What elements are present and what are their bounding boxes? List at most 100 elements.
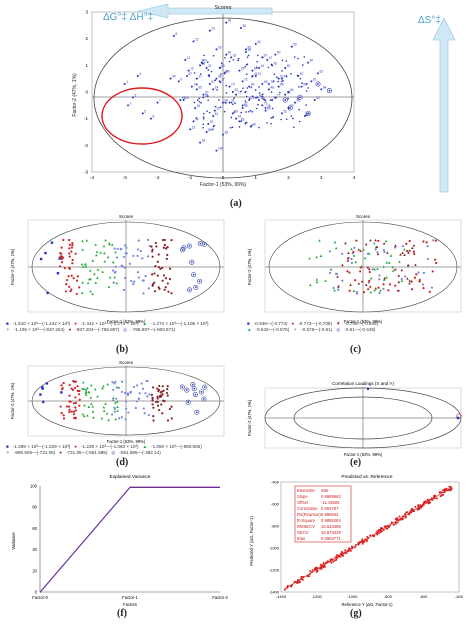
score-point xyxy=(386,251,389,254)
score-point xyxy=(365,283,368,286)
prediction-point xyxy=(396,521,399,524)
score-point xyxy=(110,243,114,246)
score-point xyxy=(196,83,198,86)
panel-b-ylabel: Factor-2 (47%, 1%) xyxy=(10,248,15,285)
score-point xyxy=(156,404,160,407)
score-point xyxy=(333,240,337,244)
panel-d-scores: Scores Factor-1 (53%, 99%) Factor-2 (47%… xyxy=(0,358,237,468)
score-point xyxy=(71,244,74,247)
score-point xyxy=(397,289,400,292)
score-point xyxy=(141,257,144,260)
prediction-point xyxy=(435,497,438,500)
score-point xyxy=(159,267,162,271)
y-tick-label: 100 xyxy=(30,484,38,489)
prediction-point xyxy=(350,545,353,548)
stat-name: R-Square xyxy=(297,518,316,523)
score-point xyxy=(235,93,238,96)
prediction-point xyxy=(369,534,372,537)
score-point xyxy=(172,35,175,37)
score-point xyxy=(91,292,94,296)
score-point xyxy=(280,80,283,83)
score-point xyxy=(350,247,353,251)
score-point xyxy=(195,117,198,119)
score-point xyxy=(382,278,386,281)
score-point-label: 77 xyxy=(277,93,281,97)
panel-f-axes: 0 20 40 60 80 100 Factor-0 Factor-1 Factor-2 xyxy=(30,484,228,601)
score-point xyxy=(397,274,401,277)
prediction-point xyxy=(372,535,375,538)
score-point xyxy=(169,77,172,80)
score-point xyxy=(76,275,79,278)
panel-g-predicted-vs-reference: Predicted vs. Reference Reference Y (ΔG,… xyxy=(237,468,474,624)
score-point xyxy=(224,57,226,59)
panel-d-plot: Scores Factor-1 (53%, 99%) Factor-2 (47%… xyxy=(10,360,225,444)
score-point xyxy=(306,83,308,85)
score-point xyxy=(220,73,222,75)
score-point xyxy=(376,267,379,270)
score-point xyxy=(84,265,88,268)
score-point xyxy=(244,48,247,51)
prediction-point xyxy=(445,487,448,490)
score-point xyxy=(406,277,409,280)
x-tick-label: 3 xyxy=(320,175,323,180)
score-point xyxy=(156,260,159,263)
score-point xyxy=(181,249,184,251)
score-point-label: 66 xyxy=(205,93,209,97)
score-point xyxy=(406,263,410,267)
score-point xyxy=(254,97,257,99)
score-point xyxy=(138,392,141,395)
score-point xyxy=(127,104,130,107)
score-point xyxy=(422,287,425,290)
score-point-label: 32 xyxy=(233,53,237,57)
score-point xyxy=(315,278,319,281)
prediction-point xyxy=(433,496,436,499)
score-point xyxy=(151,399,154,402)
score-point-label: 61 xyxy=(313,77,317,81)
score-point xyxy=(329,267,333,271)
score-point-label: 57 xyxy=(300,72,304,76)
score-point xyxy=(213,109,216,112)
score-point-label: 76 xyxy=(270,80,274,84)
score-point xyxy=(120,416,123,419)
score-point xyxy=(261,95,264,98)
score-point xyxy=(104,238,107,242)
score-point-label: 43 xyxy=(259,93,263,97)
score-point-label: 68 xyxy=(218,75,222,79)
score-point xyxy=(95,253,98,257)
prediction-point xyxy=(360,540,363,543)
score-point xyxy=(378,278,381,281)
score-point xyxy=(225,102,227,104)
score-point xyxy=(282,79,284,82)
score-point-label: 97 xyxy=(264,53,268,57)
x-tick-label: 1 xyxy=(254,175,257,180)
score-point xyxy=(371,268,374,271)
prediction-point xyxy=(428,501,431,504)
score-point xyxy=(272,115,275,118)
score-point xyxy=(150,245,153,248)
arrow-right-label: ΔS°‡ xyxy=(418,15,441,26)
score-point xyxy=(256,60,258,63)
score-point xyxy=(75,292,78,296)
variance-line xyxy=(39,486,220,593)
prediction-point xyxy=(296,581,299,584)
score-point xyxy=(218,99,220,101)
score-point xyxy=(202,123,205,126)
prediction-point xyxy=(443,489,446,492)
prediction-point xyxy=(414,505,417,508)
score-point xyxy=(225,21,228,24)
score-point xyxy=(113,382,116,385)
prediction-point xyxy=(407,513,410,516)
score-point xyxy=(64,290,68,293)
score-point xyxy=(199,73,202,75)
score-point xyxy=(75,279,79,282)
score-point xyxy=(367,281,371,284)
y-tick-label: 80 xyxy=(32,505,37,510)
score-point xyxy=(271,99,274,101)
panel-b-plot: Scores Factor-1 (53%, 99%) Factor-2 (47%… xyxy=(10,214,225,324)
y-tick-label: 3 xyxy=(85,10,88,15)
score-point xyxy=(310,80,313,83)
score-point xyxy=(267,88,270,91)
score-point xyxy=(269,99,272,101)
score-point xyxy=(244,65,247,68)
score-point-label: 16 xyxy=(197,104,201,108)
